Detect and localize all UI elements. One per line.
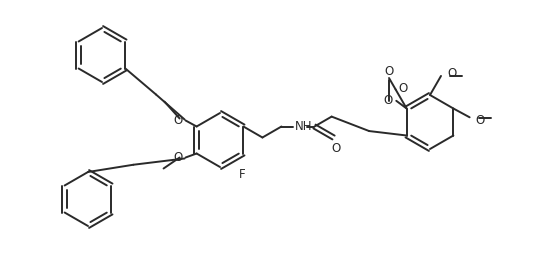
Text: O: O	[383, 94, 393, 107]
Text: F: F	[239, 167, 246, 180]
Text: O: O	[475, 114, 485, 127]
Text: O: O	[447, 68, 456, 80]
Text: NH: NH	[295, 120, 312, 133]
Text: O: O	[399, 83, 408, 96]
Text: O: O	[174, 151, 183, 164]
Text: O: O	[385, 65, 394, 78]
Text: O: O	[174, 114, 183, 127]
Text: O: O	[331, 142, 340, 155]
